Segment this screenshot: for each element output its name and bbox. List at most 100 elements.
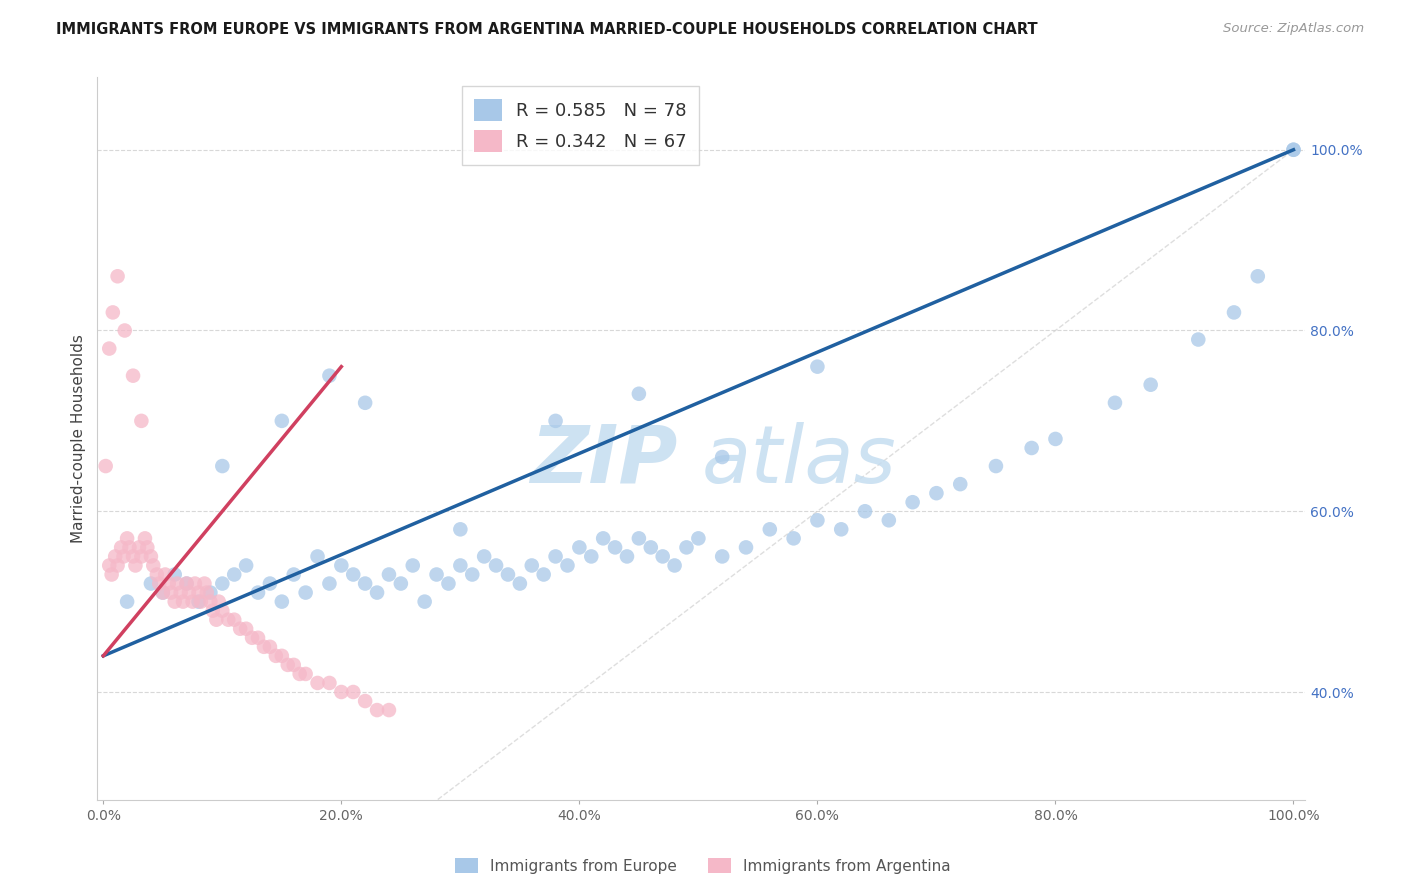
Point [190, 594, 212, 608]
Point [264, 648, 287, 663]
Point [1104, 396, 1126, 410]
Legend: Immigrants from Europe, Immigrants from Argentina: Immigrants from Europe, Immigrants from … [450, 852, 956, 880]
Point [98, 558, 121, 573]
Point [163, 594, 186, 608]
Point [354, 576, 377, 591]
Point [184, 576, 207, 591]
Point [107, 269, 129, 284]
Point [1282, 143, 1305, 157]
Point [592, 532, 614, 546]
Point [378, 703, 401, 717]
Point [110, 541, 132, 555]
Point [711, 549, 734, 564]
Point [283, 657, 305, 672]
Point [187, 594, 209, 608]
Point [169, 585, 191, 599]
Point [342, 685, 364, 699]
Point [176, 576, 198, 591]
Point [949, 477, 972, 491]
Point [413, 594, 436, 608]
Point [533, 567, 555, 582]
Point [675, 541, 697, 555]
Point [229, 622, 252, 636]
Point [94, 458, 117, 473]
Text: Source: ZipAtlas.com: Source: ZipAtlas.com [1223, 22, 1364, 36]
Point [177, 585, 200, 599]
Point [217, 613, 239, 627]
Point [247, 631, 270, 645]
Point [259, 640, 281, 654]
Point [211, 576, 233, 591]
Point [782, 532, 804, 546]
Point [318, 576, 340, 591]
Point [509, 576, 531, 591]
Point [806, 359, 828, 374]
Point [402, 558, 425, 573]
Point [235, 622, 257, 636]
Point [240, 631, 263, 645]
Point [247, 585, 270, 599]
Point [330, 558, 353, 573]
Point [640, 541, 662, 555]
Point [711, 450, 734, 464]
Point [122, 549, 145, 564]
Point [118, 541, 141, 555]
Point [104, 549, 127, 564]
Point [496, 567, 519, 582]
Point [122, 368, 145, 383]
Point [520, 558, 543, 573]
Point [98, 342, 121, 356]
Point [759, 522, 782, 536]
Point [664, 558, 686, 573]
Point [449, 522, 471, 536]
Point [366, 703, 388, 717]
Point [152, 585, 174, 599]
Point [253, 640, 276, 654]
Point [142, 558, 165, 573]
Point [425, 567, 447, 582]
Point [472, 549, 495, 564]
Point [181, 594, 204, 608]
Point [651, 549, 673, 564]
Point [1021, 441, 1043, 455]
Point [211, 604, 233, 618]
Point [294, 667, 316, 681]
Point [806, 513, 828, 527]
Point [449, 558, 471, 573]
Point [157, 576, 180, 591]
Point [124, 558, 146, 573]
Point [318, 368, 340, 383]
Point [557, 558, 579, 573]
Point [984, 458, 1007, 473]
Text: IMMIGRANTS FROM EUROPE VS IMMIGRANTS FROM ARGENTINA MARRIED-COUPLE HOUSEHOLDS CO: IMMIGRANTS FROM EUROPE VS IMMIGRANTS FRO… [56, 22, 1038, 37]
Point [288, 667, 311, 681]
Point [270, 414, 292, 428]
Point [1223, 305, 1246, 319]
Point [901, 495, 924, 509]
Point [853, 504, 876, 518]
Point [485, 558, 508, 573]
Point [318, 676, 340, 690]
Point [139, 576, 162, 591]
Point [200, 585, 222, 599]
Point [1139, 377, 1161, 392]
Point [616, 549, 638, 564]
Point [107, 558, 129, 573]
Point [354, 694, 377, 708]
Point [195, 585, 218, 599]
Point [877, 513, 900, 527]
Point [259, 576, 281, 591]
Point [134, 532, 156, 546]
Text: ZIP: ZIP [530, 422, 678, 500]
Point [461, 567, 484, 582]
Legend: R = 0.585   N = 78, R = 0.342   N = 67: R = 0.585 N = 78, R = 0.342 N = 67 [461, 87, 699, 165]
Point [270, 594, 292, 608]
Point [277, 657, 299, 672]
Point [307, 676, 329, 690]
Point [366, 585, 388, 599]
Point [354, 396, 377, 410]
Point [148, 576, 170, 591]
Point [735, 541, 758, 555]
Point [330, 685, 353, 699]
Point [100, 567, 122, 582]
